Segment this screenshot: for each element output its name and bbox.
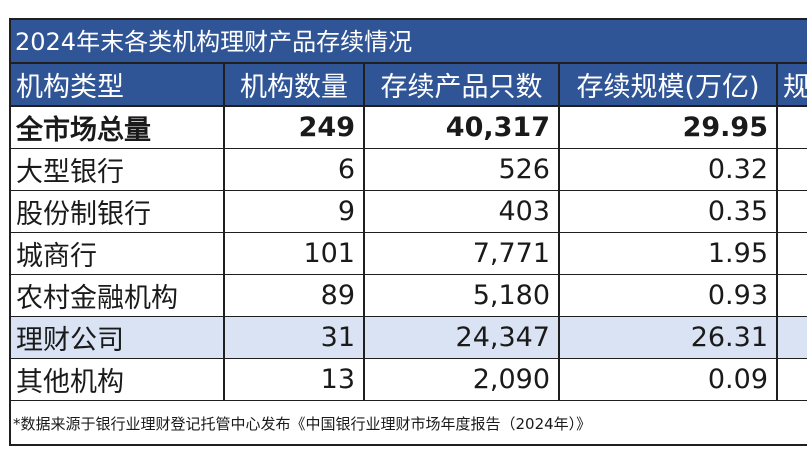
cell-count: 249 xyxy=(224,106,365,149)
cell-type: 农村金融机构 xyxy=(11,274,225,317)
table-title: 2024年末各类机构理财产品存续情况 xyxy=(11,20,807,64)
table-row: 农村金融机构 89 5,180 0.93 xyxy=(11,274,807,317)
cell-extra xyxy=(777,190,807,233)
cell-extra xyxy=(777,358,807,401)
cell-extra xyxy=(777,274,807,317)
table-row: 全市场总量 249 40,317 29.95 xyxy=(11,106,807,149)
header-count: 机构数量 xyxy=(224,64,365,107)
cell-type: 大型银行 xyxy=(11,148,225,191)
cell-count: 13 xyxy=(224,358,365,401)
cell-type: 股份制银行 xyxy=(11,190,225,233)
cell-products: 5,180 xyxy=(364,274,560,317)
cell-extra xyxy=(777,232,807,275)
cell-products: 526 xyxy=(364,148,560,191)
header-type: 机构类型 xyxy=(11,64,225,107)
cell-extra xyxy=(777,316,807,359)
cell-scale: 0.32 xyxy=(559,148,778,191)
cell-products: 403 xyxy=(364,190,560,233)
cell-scale: 26.31 xyxy=(559,316,778,359)
table-row: 理财公司 31 24,347 26.31 xyxy=(11,316,807,359)
table-row: 城商行 101 7,771 1.95 xyxy=(11,232,807,275)
cell-products: 24,347 xyxy=(364,316,560,359)
cell-count: 9 xyxy=(224,190,365,233)
cell-scale: 0.93 xyxy=(559,274,778,317)
table-frame: 2024年末各类机构理财产品存续情况 机构类型 机构数量 存续产品只数 存续规模… xyxy=(9,18,807,446)
cell-scale: 0.35 xyxy=(559,190,778,233)
data-table: 机构类型 机构数量 存续产品只数 存续规模(万亿) 规 全市场总量 249 40… xyxy=(11,64,807,401)
header-row: 机构类型 机构数量 存续产品只数 存续规模(万亿) 规 xyxy=(11,64,807,107)
source-footnote: *数据来源于银行业理财登记托管中心发布《中国银行业理财市场年度报告（2024年）… xyxy=(13,415,592,433)
cell-extra xyxy=(777,106,807,149)
cell-type: 其他机构 xyxy=(11,358,225,401)
cell-count: 89 xyxy=(224,274,365,317)
cell-count: 6 xyxy=(224,148,365,191)
cell-type: 理财公司 xyxy=(11,316,225,359)
cell-type: 城商行 xyxy=(11,232,225,275)
header-extra: 规 xyxy=(777,64,807,107)
cell-extra xyxy=(777,148,807,191)
table-row: 大型银行 6 526 0.32 xyxy=(11,148,807,191)
cell-count: 101 xyxy=(224,232,365,275)
cell-products: 7,771 xyxy=(364,232,560,275)
cell-products: 40,317 xyxy=(364,106,560,149)
cell-scale: 0.09 xyxy=(559,358,778,401)
cell-products: 2,090 xyxy=(364,358,560,401)
header-products: 存续产品只数 xyxy=(364,64,560,107)
table-row: 股份制银行 9 403 0.35 xyxy=(11,190,807,233)
table-row: 其他机构 13 2,090 0.09 xyxy=(11,358,807,401)
header-scale: 存续规模(万亿) xyxy=(559,64,778,107)
cell-count: 31 xyxy=(224,316,365,359)
cell-type: 全市场总量 xyxy=(11,106,225,149)
cell-scale: 29.95 xyxy=(559,106,778,149)
cell-scale: 1.95 xyxy=(559,232,778,275)
